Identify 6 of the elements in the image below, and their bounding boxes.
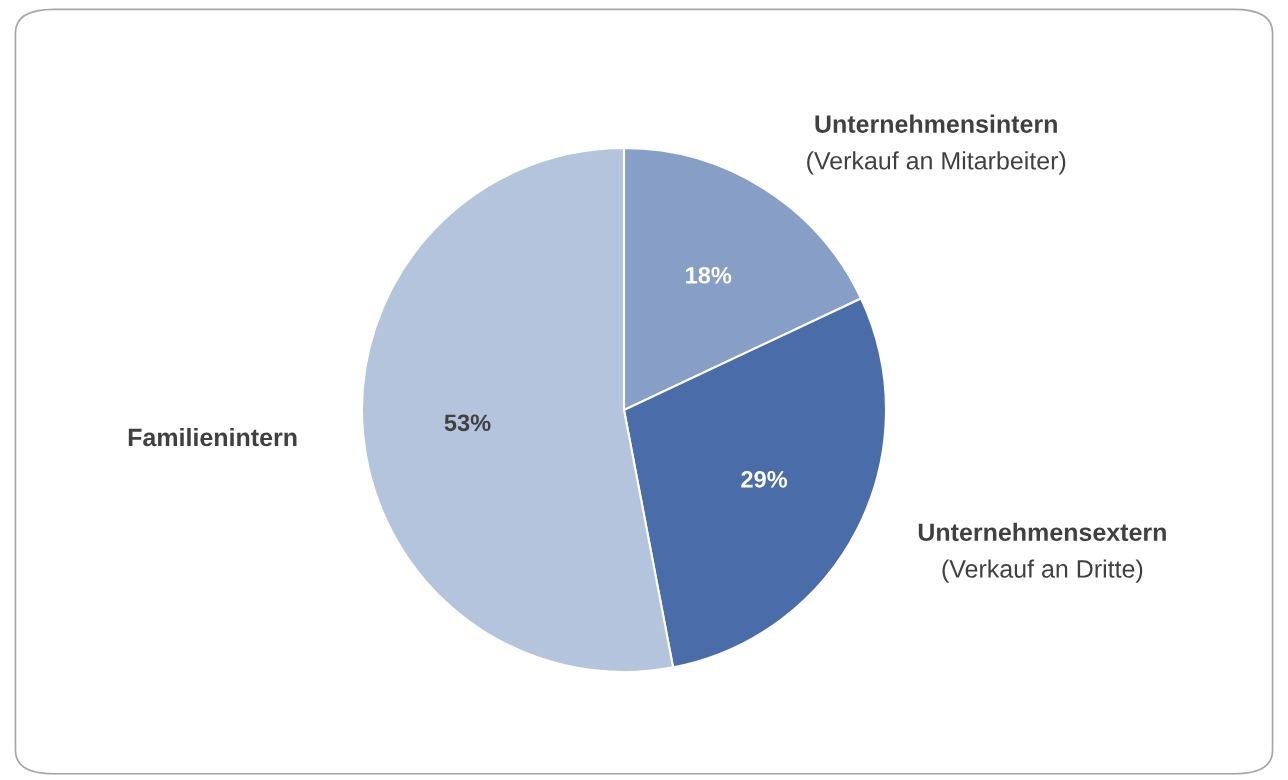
data-label: 18%: [686, 266, 732, 284]
slice-label: Familienintern: [128, 427, 297, 447]
data-label: 29%: [741, 470, 788, 488]
slice-label: Unternehmensintern (Verkauf an Mitarbeiter): [807, 114, 1066, 175]
data-label: 53%: [444, 414, 491, 432]
slice-label: Unternehmensextern (Verkauf an Dritte): [918, 522, 1166, 583]
